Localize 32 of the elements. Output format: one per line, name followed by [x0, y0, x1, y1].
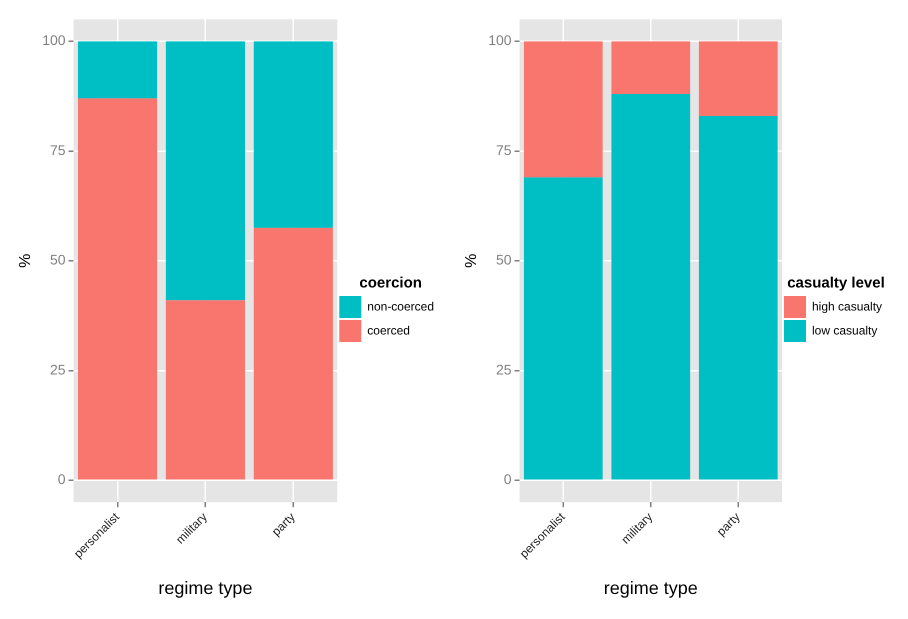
bar	[611, 41, 690, 94]
bar	[166, 300, 245, 480]
y-tick-label: 75	[496, 142, 512, 158]
bar	[78, 41, 158, 98]
bar	[698, 116, 778, 480]
legend-label: non-coerced	[367, 299, 434, 314]
y-tick-label: 50	[50, 252, 66, 268]
y-tick-label: 100	[42, 32, 66, 48]
y-axis-title: %	[17, 254, 34, 268]
y-tick-label: 100	[488, 32, 512, 48]
y-tick-label: 25	[50, 361, 66, 378]
legend-title: coercion	[359, 274, 422, 292]
y-axis-title: %	[463, 254, 480, 268]
legend-title: casualty level	[787, 274, 885, 292]
legend-label: coerced	[367, 323, 410, 338]
y-tick-label: 0	[58, 471, 66, 488]
bar	[698, 41, 778, 116]
x-axis-title: regime type	[158, 578, 252, 598]
bar	[524, 177, 603, 480]
bar	[254, 41, 333, 228]
y-tick-label: 50	[496, 252, 512, 268]
y-tick-label: 0	[504, 471, 512, 488]
y-tick-label: 25	[496, 361, 512, 378]
bar	[78, 98, 158, 480]
bar	[254, 228, 333, 480]
y-tick-label: 75	[50, 142, 66, 158]
bar	[166, 41, 245, 300]
legend-label: high casualty	[812, 299, 882, 314]
legend-label: low casualty	[812, 323, 878, 338]
bar	[611, 94, 690, 480]
x-axis-title: regime type	[604, 578, 698, 598]
bar	[524, 41, 603, 178]
